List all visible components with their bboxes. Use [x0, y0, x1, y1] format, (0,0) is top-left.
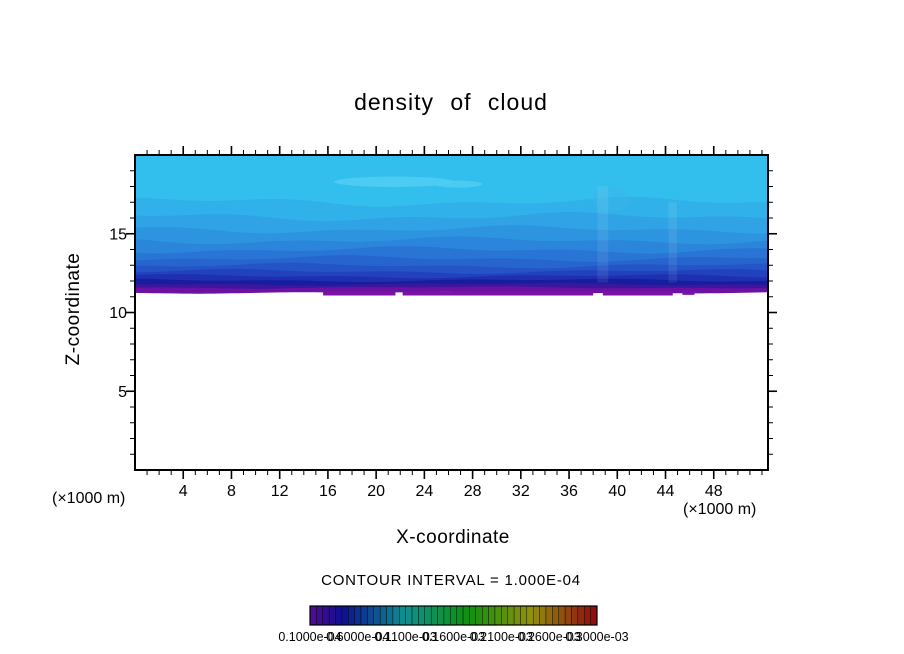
x-unit-label-right: (×1000 m): [683, 501, 757, 518]
colorbar-label: 0.6000e-04: [326, 630, 389, 644]
svg-text:5: 5: [118, 384, 127, 401]
colorbar-label: 0.2100e-03: [470, 630, 533, 644]
colorbar-label: 0.1100e-03: [375, 630, 437, 644]
svg-text:24: 24: [415, 483, 433, 500]
svg-text:32: 32: [512, 483, 530, 500]
colorbar-label: 0.1600e-03: [422, 630, 485, 644]
svg-text:48: 48: [705, 483, 723, 500]
colorbar-label: 0.3000e-03: [565, 630, 628, 644]
x-axis-label: X-coordinate: [396, 527, 510, 548]
contour-interval-note: CONTOUR INTERVAL = 1.000E-04: [321, 572, 581, 589]
chart-title: density of cloud: [354, 89, 548, 115]
svg-text:44: 44: [657, 483, 675, 500]
svg-text:12: 12: [271, 483, 289, 500]
svg-text:28: 28: [464, 483, 482, 500]
svg-text:15: 15: [109, 226, 127, 243]
axis-ticks: [126, 146, 777, 479]
colorbar: 0.1000e-040.6000e-040.1100e-030.1600e-03…: [278, 605, 629, 644]
colorbar-label: 0.1000e-04: [278, 630, 341, 644]
svg-text:16: 16: [319, 483, 337, 500]
svg-text:20: 20: [367, 483, 385, 500]
svg-text:36: 36: [560, 483, 578, 500]
svg-text:40: 40: [608, 483, 626, 500]
x-unit-label-left: (×1000 m): [52, 490, 126, 507]
y-axis-label: Z-coordinate: [63, 252, 84, 366]
colorbar-label: 0.2600e-03: [518, 630, 581, 644]
svg-text:4: 4: [179, 483, 188, 500]
svg-text:8: 8: [227, 483, 236, 500]
svg-text:10: 10: [109, 305, 127, 322]
cloud-density-field: [135, 155, 768, 296]
